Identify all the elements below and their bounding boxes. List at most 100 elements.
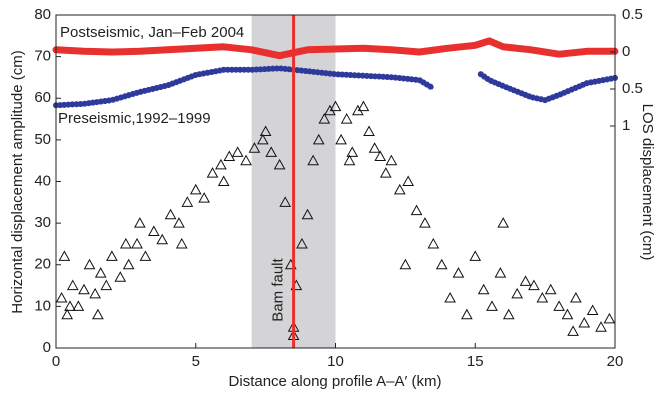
triangle-point (259, 125, 272, 137)
triangle-point (519, 275, 532, 286)
triangle-point (61, 308, 74, 320)
triangle-point (198, 192, 210, 203)
triangle-point (83, 258, 96, 270)
x-tick-label: 5 (192, 353, 200, 370)
triangle-point (335, 133, 347, 145)
triangle-point (296, 237, 308, 249)
triangle-point (256, 133, 269, 145)
triangle-point (120, 237, 132, 249)
triangle-point (318, 113, 331, 124)
triangle-point (223, 150, 236, 162)
triangle-point (511, 287, 524, 299)
triangle-point (346, 146, 359, 157)
series-line-core (55, 66, 616, 107)
triangle-point (265, 146, 278, 157)
triangle-point (561, 308, 574, 320)
triangle-point (78, 283, 90, 295)
triangle-point (393, 183, 406, 195)
triangle-point (497, 217, 510, 228)
triangle-point (477, 283, 490, 295)
series-line (52, 37, 619, 60)
triangle-point (217, 175, 230, 186)
triangle-point (189, 183, 202, 195)
y2-axis-label: LOS displacement (cm) (639, 104, 656, 261)
triangle-point (312, 133, 325, 145)
triangle-point (368, 142, 381, 153)
y2-tick-label: 0.5 (622, 6, 643, 23)
y-tick-label: 0 (43, 339, 51, 356)
triangle-point (379, 167, 392, 178)
y-tick-label: 80 (34, 6, 51, 23)
triangle-point (92, 308, 104, 320)
triangle-point (66, 279, 79, 291)
triangle-point (494, 267, 507, 278)
y-axis-label: Horizontal displacement amplitude (cm) (9, 50, 26, 313)
triangle-point (89, 287, 101, 299)
legend-label: Postseismic, Jan–Feb 2004 (60, 24, 244, 41)
triangle-point (528, 279, 540, 291)
x-tick-label: 20 (607, 353, 624, 370)
triangle-point (64, 300, 76, 311)
triangle-point (100, 279, 113, 291)
triangle-point (544, 283, 557, 295)
triangle-point (240, 154, 252, 166)
triangle-point (58, 250, 71, 261)
triangle-point (175, 237, 188, 249)
x-tick-label: 10 (327, 353, 344, 370)
triangle-point (469, 250, 482, 261)
triangle-point (486, 300, 498, 311)
triangle-point (231, 146, 244, 157)
triangle-point (173, 217, 185, 228)
triangle-point (139, 250, 152, 261)
triangle-point (301, 208, 314, 220)
y-tick-label: 40 (34, 172, 51, 189)
triangle-point (461, 308, 473, 320)
y-tick-label: 50 (34, 131, 51, 148)
triangle-point (206, 167, 219, 178)
triangle-point (343, 154, 356, 166)
y-tick-label: 10 (34, 297, 51, 314)
triangle-point (570, 292, 582, 303)
triangle-point (553, 300, 565, 311)
y2-tick-label: 0.5 (622, 80, 643, 97)
triangle-point (444, 292, 456, 303)
triangle-point (385, 154, 398, 166)
fault-label: Bam fault (270, 257, 287, 321)
triangle-point (363, 125, 375, 137)
triangle-point (578, 316, 591, 328)
triangle-point (72, 300, 85, 311)
legend-label: Preseismic,1992–1999 (58, 110, 211, 127)
triangle-point (181, 196, 194, 207)
x-tick-label: 15 (467, 353, 484, 370)
triangle-point (435, 258, 448, 270)
triangle-point (114, 271, 127, 282)
triangle-point (164, 208, 177, 220)
triangle-point (106, 250, 118, 261)
y2-tick-label: 1 (622, 117, 630, 134)
triangle-point (273, 158, 286, 170)
triangle-point (215, 158, 227, 170)
y-tick-label: 60 (34, 89, 51, 106)
triangle-point (410, 204, 423, 216)
triangle-point (419, 217, 431, 228)
triangle-point (452, 267, 465, 278)
triangle-point (402, 175, 415, 186)
triangle-point (131, 237, 143, 249)
triangle-point (134, 217, 146, 228)
y-tick-label: 20 (34, 256, 51, 273)
y-tick-label: 30 (34, 214, 51, 231)
triangle-point (502, 308, 515, 320)
triangle-point (329, 100, 342, 112)
triangle-point (307, 154, 319, 166)
triangle-point (156, 233, 169, 245)
triangle-point (357, 100, 370, 112)
triangle-point (603, 312, 616, 324)
triangle-point (147, 225, 160, 236)
x-axis-label: Distance along profile A–A′ (km) (229, 373, 442, 390)
triangle-point (248, 142, 261, 153)
triangle-point (586, 304, 599, 316)
triangle-point (55, 292, 68, 303)
triangle-point (595, 321, 607, 332)
